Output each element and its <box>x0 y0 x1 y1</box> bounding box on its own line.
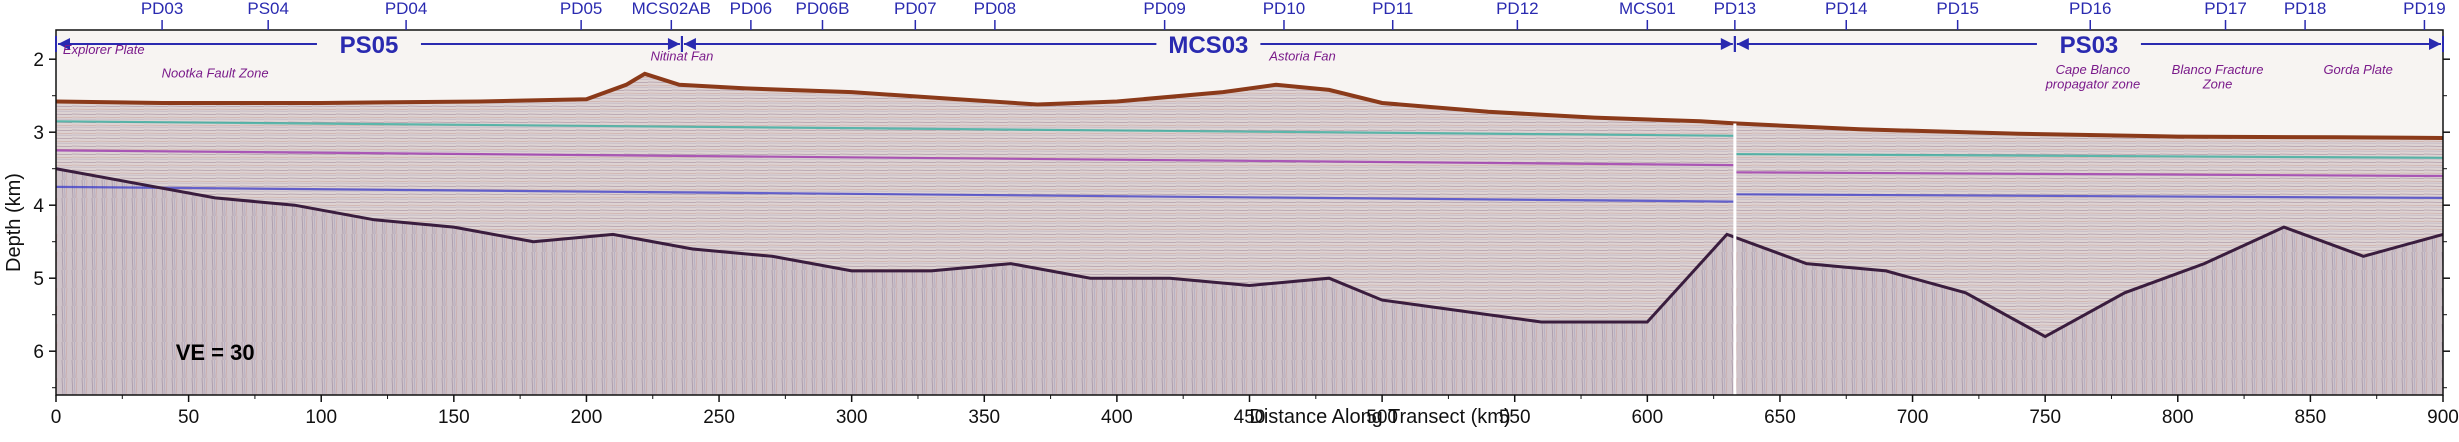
seafloor-reflector <box>56 71 2443 140</box>
feature-label: Zone <box>2202 76 2233 91</box>
site-label: PD06 <box>730 0 773 18</box>
x-tick-label: 0 <box>51 407 62 428</box>
x-tick-label: 850 <box>2295 407 2327 428</box>
site-label: PD17 <box>2204 0 2247 18</box>
x-tick-label: 400 <box>1101 407 1133 428</box>
survey-arrow-right-icon <box>667 38 680 50</box>
feature-label: Explorer Plate <box>63 42 145 57</box>
x-tick-label: 800 <box>2162 407 2194 428</box>
survey-label: PS03 <box>2060 32 2119 59</box>
y-axis-title: Depth (km) <box>3 173 25 272</box>
y-tick-label: 4 <box>33 196 44 217</box>
y-tick-label: 3 <box>33 123 44 144</box>
feature-label: Nitinat Fan <box>650 49 713 64</box>
x-tick-label: 50 <box>178 407 199 428</box>
x-tick-label: 900 <box>2427 407 2459 428</box>
site-label: PD11 <box>1372 0 1413 18</box>
reflector-line <box>1734 153 2443 159</box>
feature-labels: Explorer Plate Nootka Fault Zone Nitinat F… <box>63 42 2393 91</box>
x-tick-label: 700 <box>1897 407 1929 428</box>
site-label: PD05 <box>560 0 603 18</box>
site-label: PD18 <box>2284 0 2327 18</box>
site-label: PD10 <box>1263 0 1306 18</box>
y-tick-label: 6 <box>33 342 44 363</box>
site-label: PD13 <box>1714 0 1757 18</box>
reflector-line <box>56 149 1735 167</box>
x-axis: 0 50 100 150 200 250 300 350 400 450 500 550 600 650 7… <box>51 395 2459 428</box>
x-tick-label: 600 <box>1631 407 1663 428</box>
feature-label: Astoria Fan <box>1268 49 1335 64</box>
plot-area <box>56 30 2443 395</box>
survey-arrow-right-icon <box>1720 38 1733 50</box>
site-label: PD12 <box>1496 0 1539 18</box>
reflector-line <box>56 185 1735 203</box>
site-label: PD04 <box>385 0 428 18</box>
reflector-line <box>56 120 1735 137</box>
y-axis: 2 3 4 5 6 <box>33 50 2450 389</box>
survey-arrow-left-icon <box>58 38 70 50</box>
site-label: PD09 <box>1143 0 1186 18</box>
site-label: PD07 <box>894 0 937 18</box>
y-tick-label: 2 <box>33 50 44 71</box>
x-tick-label: 500 <box>1366 407 1398 428</box>
site-label: PD08 <box>974 0 1017 18</box>
site-label: PD15 <box>1936 0 1979 18</box>
x-tick-label: 650 <box>1764 407 1796 428</box>
site-label: PD16 <box>2069 0 2112 18</box>
basement-reflector <box>56 167 2443 339</box>
x-tick-label: 750 <box>2029 407 2061 428</box>
survey-arrow-right-icon <box>2429 38 2441 50</box>
site-label: MCS01 <box>1619 0 1676 18</box>
vertical-exaggeration-label: VE = 30 <box>176 340 255 365</box>
reflector-line <box>1734 193 2443 199</box>
x-axis-title: Distance Along Transect (km) <box>1249 406 1510 428</box>
top-annotations: PD03 PS04 PD04 PD05 MCS02AB PD06 PD06B PD07 PD08… <box>55 0 2446 59</box>
x-tick-label: 350 <box>968 407 1000 428</box>
site-label: MCS02AB <box>632 0 711 18</box>
reflector-group <box>56 120 2443 203</box>
survey-arrow-left-icon <box>1736 38 1749 50</box>
survey-arrow-left-icon <box>683 38 696 50</box>
x-tick-label: 550 <box>1499 407 1531 428</box>
site-label: PD14 <box>1825 0 1868 18</box>
y-tick-label: 5 <box>33 269 44 290</box>
feature-label: propagator zone <box>2045 76 2141 91</box>
feature-label: Gorda Plate <box>2323 62 2392 77</box>
survey-label: MCS03 <box>1168 32 1248 59</box>
x-tick-label: 200 <box>571 407 603 428</box>
site-label: PD03 <box>141 0 184 18</box>
basement-layer <box>56 168 2443 395</box>
feature-label: Nootka Fault Zone <box>162 65 269 80</box>
site-label: PD19 <box>2403 0 2446 18</box>
x-tick-label: 100 <box>305 407 337 428</box>
x-tick-label: 150 <box>438 407 470 428</box>
reflector-line <box>1734 171 2443 178</box>
feature-label: Cape Blanco <box>2056 62 2130 77</box>
feature-label: Blanco Fracture <box>2172 62 2264 77</box>
site-label: PS04 <box>247 0 289 18</box>
survey-label: PS05 <box>340 32 399 59</box>
x-tick-label: 450 <box>1234 407 1266 428</box>
x-tick-label: 300 <box>836 407 868 428</box>
x-tick-label: 250 <box>703 407 735 428</box>
site-label: PD06B <box>796 0 850 18</box>
